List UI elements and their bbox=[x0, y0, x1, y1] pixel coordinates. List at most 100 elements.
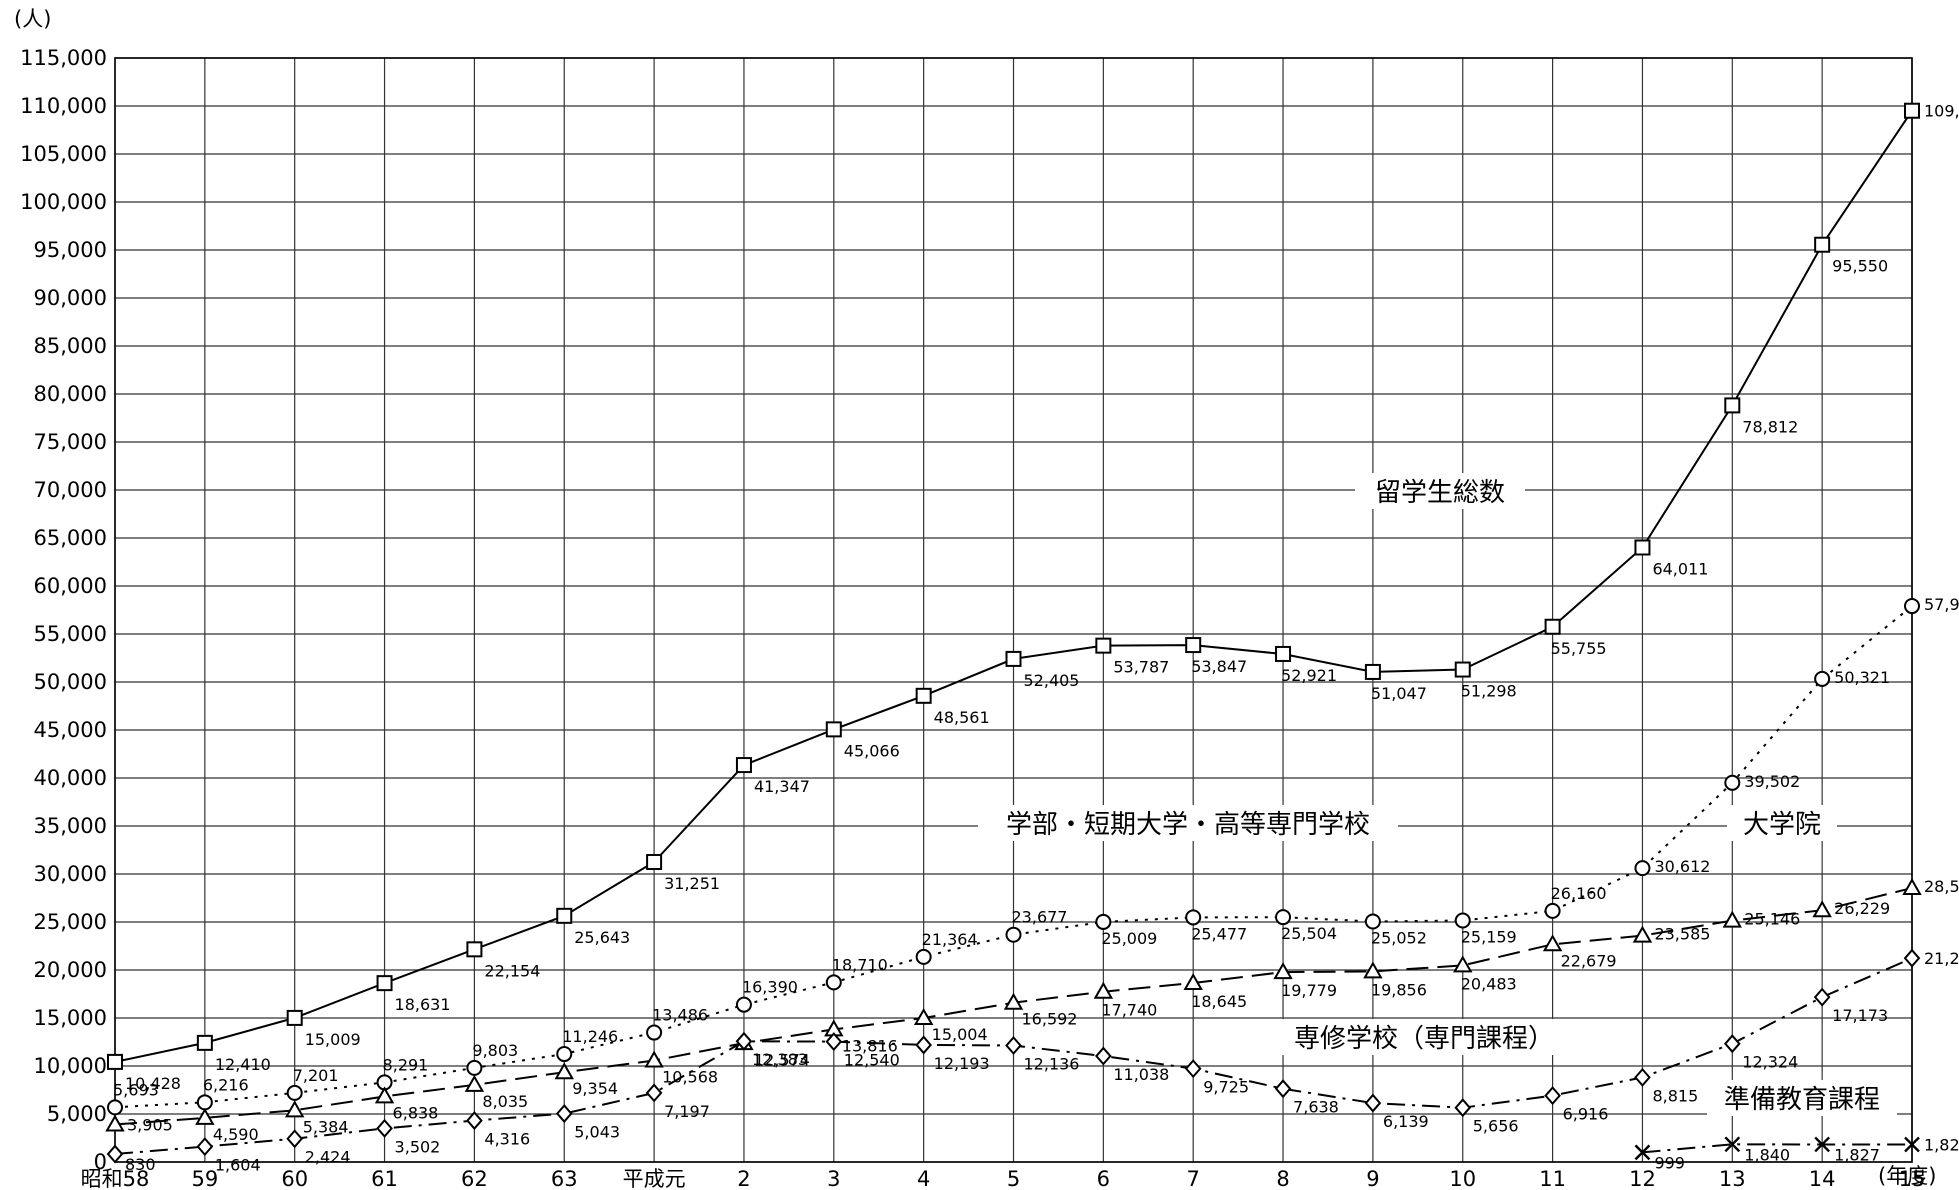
series-point bbox=[1454, 912, 1471, 929]
series-point bbox=[1185, 909, 1202, 926]
y-tick-label: 60,000 bbox=[34, 574, 107, 598]
data-label: 1,840 bbox=[1744, 1145, 1790, 1164]
data-label: 41,347 bbox=[754, 777, 810, 796]
series-line bbox=[1642, 1143, 1912, 1154]
data-label: 25,146 bbox=[1744, 910, 1800, 929]
data-label: 17,740 bbox=[1101, 1001, 1157, 1020]
series-point bbox=[825, 974, 842, 991]
data-label: 5,693 bbox=[113, 1080, 159, 1099]
x-tick-label: 10 bbox=[1449, 1167, 1476, 1190]
series-point bbox=[1634, 539, 1651, 556]
series-name-background bbox=[1274, 1019, 1574, 1055]
data-label: 18,645 bbox=[1191, 992, 1247, 1011]
data-label: 25,052 bbox=[1371, 929, 1427, 948]
data-label: 9,725 bbox=[1203, 1078, 1249, 1097]
x-tick-label: 14 bbox=[1809, 1167, 1836, 1190]
data-label: 5,384 bbox=[303, 1117, 349, 1136]
x-tick-label: 昭和58 bbox=[81, 1167, 150, 1190]
y-tick-label: 20,000 bbox=[34, 958, 107, 982]
data-label: 1,827 bbox=[1834, 1145, 1880, 1164]
data-label: 16,592 bbox=[1022, 1010, 1078, 1029]
data-label: 20,483 bbox=[1461, 974, 1517, 993]
series-point bbox=[105, 1114, 125, 1132]
data-label: 48,561 bbox=[934, 708, 990, 727]
series-point bbox=[1183, 972, 1203, 991]
y-tick-label: 110,000 bbox=[20, 94, 107, 118]
series-point bbox=[464, 1074, 485, 1092]
data-label: 13,486 bbox=[652, 1006, 708, 1025]
data-label: 12,540 bbox=[844, 1051, 900, 1070]
x-tick-label: 9 bbox=[1366, 1167, 1379, 1190]
x-tick-label: 6 bbox=[1097, 1167, 1110, 1190]
series-point bbox=[284, 1100, 305, 1118]
data-label: 18,631 bbox=[395, 995, 451, 1014]
data-label: 5,656 bbox=[1473, 1117, 1519, 1136]
series-point bbox=[1095, 637, 1112, 654]
data-label: 51,047 bbox=[1371, 684, 1427, 703]
x-tick-label: 7 bbox=[1187, 1167, 1200, 1190]
series-point bbox=[1005, 926, 1022, 943]
series-name-label: 専修学校（専門課程） bbox=[1294, 1024, 1554, 1054]
data-label: 52,921 bbox=[1281, 666, 1337, 685]
x-tick-label: 11 bbox=[1539, 1167, 1566, 1190]
data-label: 45,066 bbox=[844, 741, 900, 760]
x-tick-label: 59 bbox=[191, 1167, 218, 1190]
series-point bbox=[825, 721, 842, 738]
series-point bbox=[1904, 102, 1920, 119]
data-label: 11,038 bbox=[1113, 1065, 1169, 1084]
data-label: 12,136 bbox=[1024, 1054, 1080, 1073]
data-label: 6,916 bbox=[1563, 1105, 1609, 1124]
series-point bbox=[646, 853, 663, 870]
series-point bbox=[1724, 1136, 1741, 1153]
data-label: 2,424 bbox=[305, 1148, 351, 1167]
data-label: 17,173 bbox=[1832, 1006, 1888, 1025]
series-point bbox=[1095, 1046, 1112, 1066]
data-label: 12,324 bbox=[1742, 1053, 1798, 1072]
x-tick-label: 3 bbox=[827, 1167, 840, 1190]
y-tick-label: 85,000 bbox=[34, 334, 107, 358]
series-point bbox=[1814, 236, 1831, 253]
x-axis-unit-label: (年度) bbox=[1878, 1164, 1936, 1188]
y-tick-label: 50,000 bbox=[34, 670, 107, 694]
data-label: 4,590 bbox=[213, 1125, 259, 1144]
series-point bbox=[195, 1107, 215, 1125]
data-label: 25,159 bbox=[1461, 927, 1517, 946]
data-label: 23,677 bbox=[1012, 908, 1068, 927]
series-name-label: 留学生総数 bbox=[1375, 478, 1505, 508]
y-tick-label: 105,000 bbox=[20, 142, 107, 166]
data-label: 78,812 bbox=[1742, 417, 1798, 436]
y-tick-label: 115,000 bbox=[20, 46, 107, 70]
series-point bbox=[1814, 1136, 1830, 1153]
series-point bbox=[554, 1062, 574, 1080]
series-point bbox=[376, 1118, 393, 1138]
series-line bbox=[114, 605, 1913, 1109]
series-name-background bbox=[978, 805, 1398, 841]
y-tick-label: 30,000 bbox=[34, 862, 107, 886]
data-label: 12,574 bbox=[754, 1050, 810, 1069]
data-label: 64,011 bbox=[1652, 559, 1708, 578]
series-point bbox=[106, 1144, 124, 1164]
series-point bbox=[555, 1104, 573, 1124]
data-label: 55,755 bbox=[1551, 639, 1607, 658]
data-label: 28,542 bbox=[1924, 877, 1959, 896]
series-point bbox=[1274, 1079, 1292, 1099]
data-label: 999 bbox=[1654, 1153, 1685, 1172]
data-label: 50,321 bbox=[1834, 668, 1890, 687]
series-name-label: 大学院 bbox=[1743, 810, 1821, 840]
series-point bbox=[1904, 598, 1920, 615]
series-point bbox=[1454, 1098, 1472, 1118]
y-tick-label: 5,000 bbox=[47, 1102, 107, 1126]
series-point bbox=[644, 1050, 664, 1068]
y-tick-label: 40,000 bbox=[34, 766, 107, 790]
series-point bbox=[1812, 900, 1832, 918]
series-name-background bbox=[1707, 1080, 1897, 1116]
data-label: 9,354 bbox=[572, 1079, 618, 1098]
series-point bbox=[735, 757, 752, 774]
data-label: 4,316 bbox=[484, 1130, 530, 1149]
data-label: 3,905 bbox=[127, 1116, 173, 1135]
y-tick-label: 35,000 bbox=[34, 814, 107, 838]
data-label: 21,233 bbox=[1924, 949, 1959, 968]
data-label: 1,822 bbox=[1924, 1136, 1959, 1155]
y-tick-label: 75,000 bbox=[34, 430, 107, 454]
